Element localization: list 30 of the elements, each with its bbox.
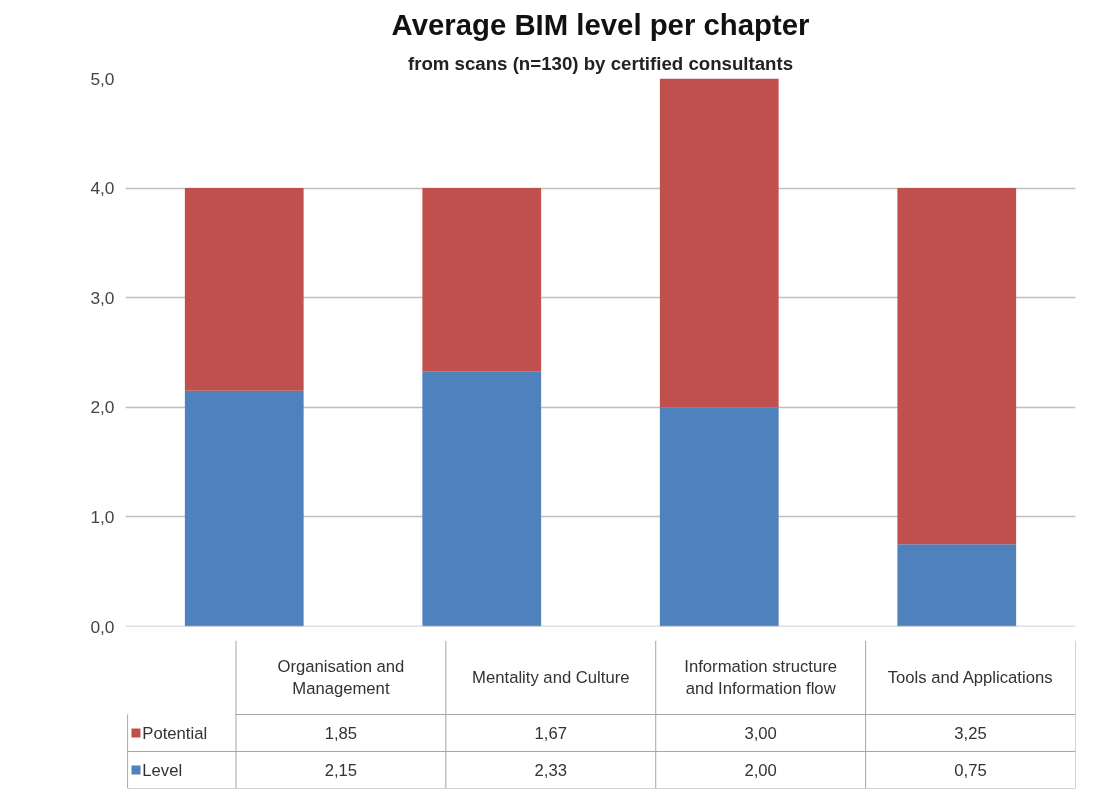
data-label: 1,67 [534, 724, 567, 743]
data-label: 2,00 [744, 761, 777, 780]
y-tick-label: 3,0 [90, 287, 115, 308]
bar [659, 407, 779, 627]
bar [422, 371, 542, 627]
bar [422, 188, 542, 372]
chart-title: Average BIM level per chapter [391, 7, 810, 41]
bar [897, 544, 1017, 627]
y-tick-label: 0,0 [90, 616, 115, 637]
legend-label: Level [142, 760, 183, 780]
chart-subtitle: from scans (n=130) by certified consultants [407, 52, 794, 74]
y-tick-label: 2,0 [90, 397, 115, 418]
legend-label: Potential [142, 723, 208, 743]
y-tick-label: 1,0 [90, 506, 115, 527]
data-label: 2,33 [534, 761, 567, 780]
data-label: 1,85 [324, 724, 358, 743]
x-tick-label: Organisation and Management [277, 656, 405, 699]
y-tick-label: 5,0 [90, 68, 115, 89]
x-tick-label: Mentality and Culture [472, 668, 630, 687]
x-tick-label: Tools and Applications [887, 668, 1053, 687]
bar [659, 78, 779, 408]
data-label: 2,15 [324, 761, 358, 780]
bar [897, 188, 1017, 545]
bar [184, 390, 304, 627]
data-label: 0,75 [954, 761, 987, 780]
bar [184, 188, 304, 391]
data-label: 3,25 [954, 724, 987, 743]
data-label: 3,00 [744, 724, 777, 743]
y-tick-label: 4,0 [90, 178, 115, 199]
x-tick-label: Information structure and Information flow [684, 656, 838, 699]
